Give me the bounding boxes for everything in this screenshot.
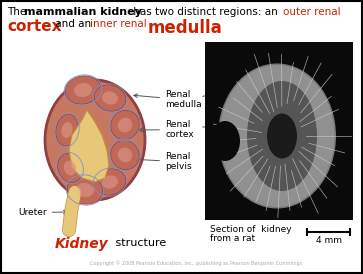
Text: Renal
cortex: Renal cortex (139, 120, 194, 139)
Ellipse shape (210, 121, 240, 161)
Ellipse shape (102, 175, 118, 189)
PathPatch shape (69, 110, 109, 182)
FancyBboxPatch shape (205, 42, 353, 220)
Text: 4 mm: 4 mm (315, 236, 342, 245)
Ellipse shape (56, 114, 78, 146)
Text: The: The (7, 7, 29, 17)
Text: Renal
pelvis: Renal pelvis (114, 152, 192, 172)
Ellipse shape (67, 176, 103, 204)
Text: Renal
medulla: Renal medulla (134, 90, 201, 109)
Ellipse shape (218, 64, 336, 209)
Text: medulla: medulla (148, 19, 223, 37)
Text: inner renal: inner renal (90, 19, 150, 29)
Ellipse shape (247, 81, 317, 191)
Text: cortex: cortex (7, 19, 61, 34)
Ellipse shape (74, 83, 92, 97)
Ellipse shape (118, 148, 132, 162)
Ellipse shape (111, 140, 139, 170)
Text: structure: structure (112, 238, 166, 248)
Text: Section of  kidney: Section of kidney (210, 225, 291, 234)
Text: from a rat: from a rat (210, 234, 255, 243)
Text: has two distinct regions: an: has two distinct regions: an (130, 7, 281, 17)
Ellipse shape (94, 169, 126, 195)
Ellipse shape (102, 92, 118, 105)
Ellipse shape (65, 76, 101, 104)
Text: mammalian kidney: mammalian kidney (24, 7, 142, 17)
Text: and an: and an (52, 19, 94, 29)
Ellipse shape (118, 118, 132, 132)
Ellipse shape (58, 153, 82, 183)
Text: Kidney: Kidney (55, 237, 109, 251)
Ellipse shape (94, 85, 126, 111)
Ellipse shape (45, 80, 145, 200)
Ellipse shape (267, 113, 297, 158)
Ellipse shape (64, 161, 76, 175)
Ellipse shape (76, 183, 94, 197)
Ellipse shape (220, 65, 334, 207)
Text: outer renal: outer renal (283, 7, 340, 17)
Text: Ureter: Ureter (18, 208, 67, 217)
Ellipse shape (111, 110, 139, 140)
Ellipse shape (61, 122, 73, 138)
Text: Copyright © 2008 Pearson Education, Inc., publishing as Pearson Benjamin Cumming: Copyright © 2008 Pearson Education, Inc.… (90, 260, 302, 266)
